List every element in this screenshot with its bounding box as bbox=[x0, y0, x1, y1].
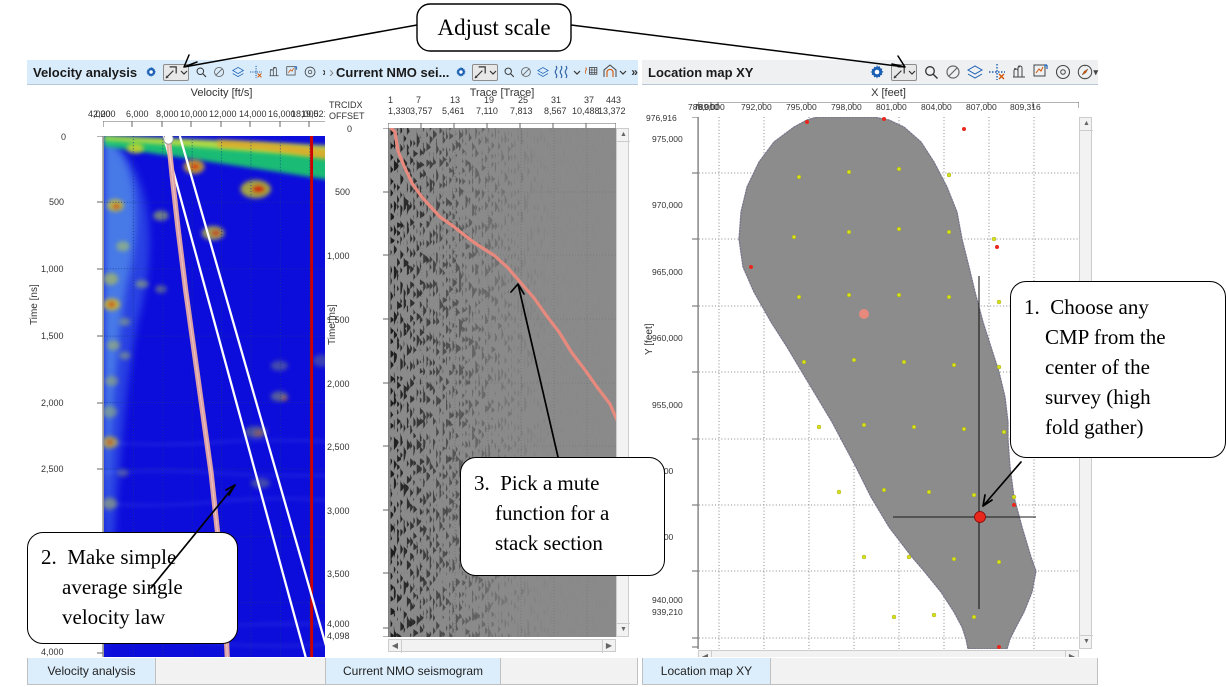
svg-text:Adjust scale: Adjust scale bbox=[437, 15, 550, 40]
